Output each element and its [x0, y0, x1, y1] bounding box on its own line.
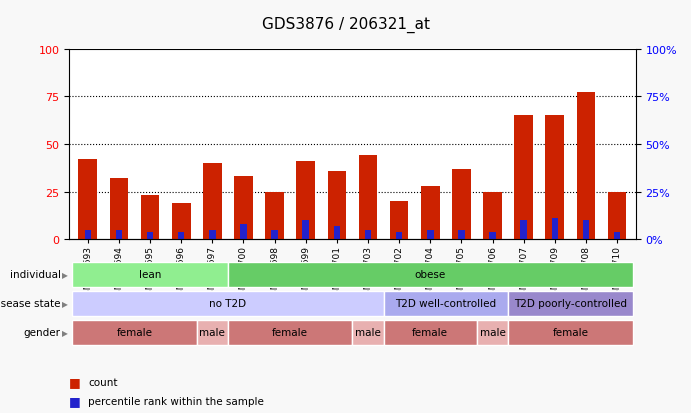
- Bar: [514, 116, 533, 240]
- Bar: [197, 320, 228, 345]
- Bar: [79, 160, 97, 240]
- Text: female: female: [413, 328, 448, 337]
- Text: ■: ■: [69, 375, 81, 389]
- Text: lean: lean: [139, 270, 161, 280]
- Text: individual: individual: [10, 270, 61, 280]
- Text: female: female: [117, 328, 153, 337]
- Text: male: male: [480, 328, 505, 337]
- Bar: [334, 226, 340, 240]
- Text: female: female: [552, 328, 588, 337]
- Bar: [520, 221, 527, 240]
- Bar: [551, 218, 558, 240]
- Bar: [421, 186, 439, 240]
- Bar: [228, 320, 352, 345]
- Bar: [545, 116, 564, 240]
- Bar: [73, 320, 197, 345]
- Bar: [84, 230, 91, 240]
- Bar: [234, 177, 253, 240]
- Bar: [365, 230, 371, 240]
- Bar: [452, 169, 471, 240]
- Bar: [477, 320, 508, 345]
- Bar: [352, 320, 384, 345]
- Bar: [303, 221, 309, 240]
- Bar: [576, 93, 595, 240]
- Bar: [240, 224, 247, 240]
- Bar: [583, 221, 589, 240]
- Bar: [508, 320, 632, 345]
- Text: no T2D: no T2D: [209, 299, 247, 309]
- Bar: [296, 161, 315, 240]
- Text: male: male: [200, 328, 225, 337]
- Text: T2D poorly-controlled: T2D poorly-controlled: [514, 299, 627, 309]
- Text: ■: ■: [69, 394, 81, 407]
- Text: male: male: [355, 328, 381, 337]
- Bar: [203, 164, 222, 240]
- Bar: [73, 291, 384, 316]
- Bar: [607, 192, 626, 240]
- Bar: [110, 179, 129, 240]
- Bar: [328, 171, 346, 240]
- Bar: [483, 192, 502, 240]
- Bar: [396, 232, 402, 240]
- Bar: [384, 320, 477, 345]
- Bar: [141, 196, 160, 240]
- Bar: [384, 291, 508, 316]
- Bar: [508, 291, 632, 316]
- Bar: [209, 230, 216, 240]
- Bar: [359, 156, 377, 240]
- Bar: [172, 204, 191, 240]
- Text: T2D well-controlled: T2D well-controlled: [395, 299, 496, 309]
- Text: obese: obese: [415, 270, 446, 280]
- Text: disease state: disease state: [0, 299, 61, 309]
- Bar: [489, 232, 495, 240]
- Bar: [228, 262, 632, 287]
- Bar: [427, 230, 433, 240]
- Text: ▶: ▶: [62, 328, 68, 337]
- Text: percentile rank within the sample: percentile rank within the sample: [88, 396, 265, 406]
- Text: GDS3876 / 206321_at: GDS3876 / 206321_at: [261, 17, 430, 33]
- Bar: [146, 232, 153, 240]
- Text: gender: gender: [23, 328, 61, 337]
- Text: ▶: ▶: [62, 299, 68, 308]
- Bar: [458, 230, 464, 240]
- Bar: [73, 262, 228, 287]
- Text: count: count: [88, 377, 118, 387]
- Bar: [265, 192, 284, 240]
- Bar: [115, 230, 122, 240]
- Bar: [614, 232, 621, 240]
- Bar: [272, 230, 278, 240]
- Text: female: female: [272, 328, 308, 337]
- Bar: [178, 232, 184, 240]
- Text: ▶: ▶: [62, 270, 68, 279]
- Bar: [390, 202, 408, 240]
